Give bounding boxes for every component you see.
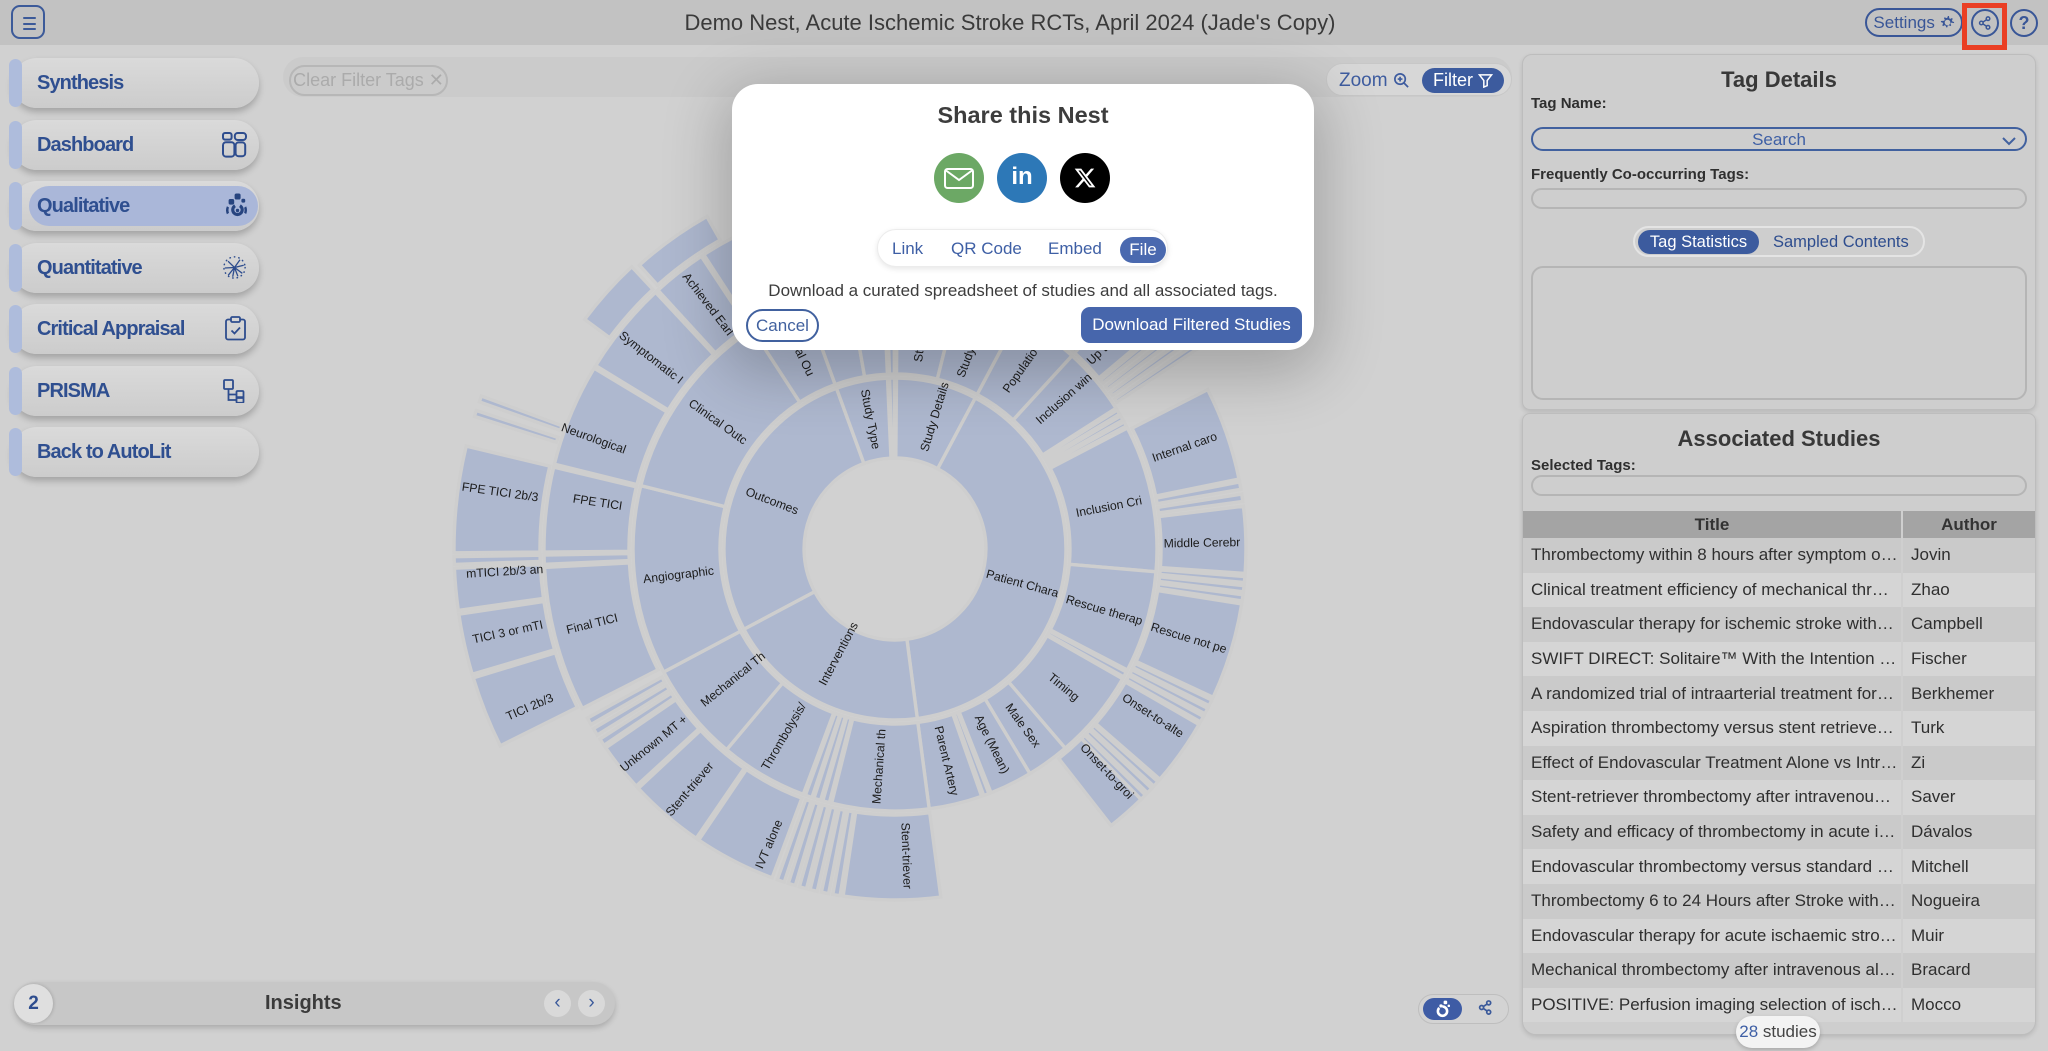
svg-text:Middle Cerebr: Middle Cerebr [1164, 535, 1241, 550]
svg-text:mTICI 2b/3 an: mTICI 2b/3 an [466, 562, 544, 581]
svg-text:Mechanical th: Mechanical th [869, 728, 888, 804]
svg-text:Stent-triever: Stent-triever [898, 822, 914, 889]
